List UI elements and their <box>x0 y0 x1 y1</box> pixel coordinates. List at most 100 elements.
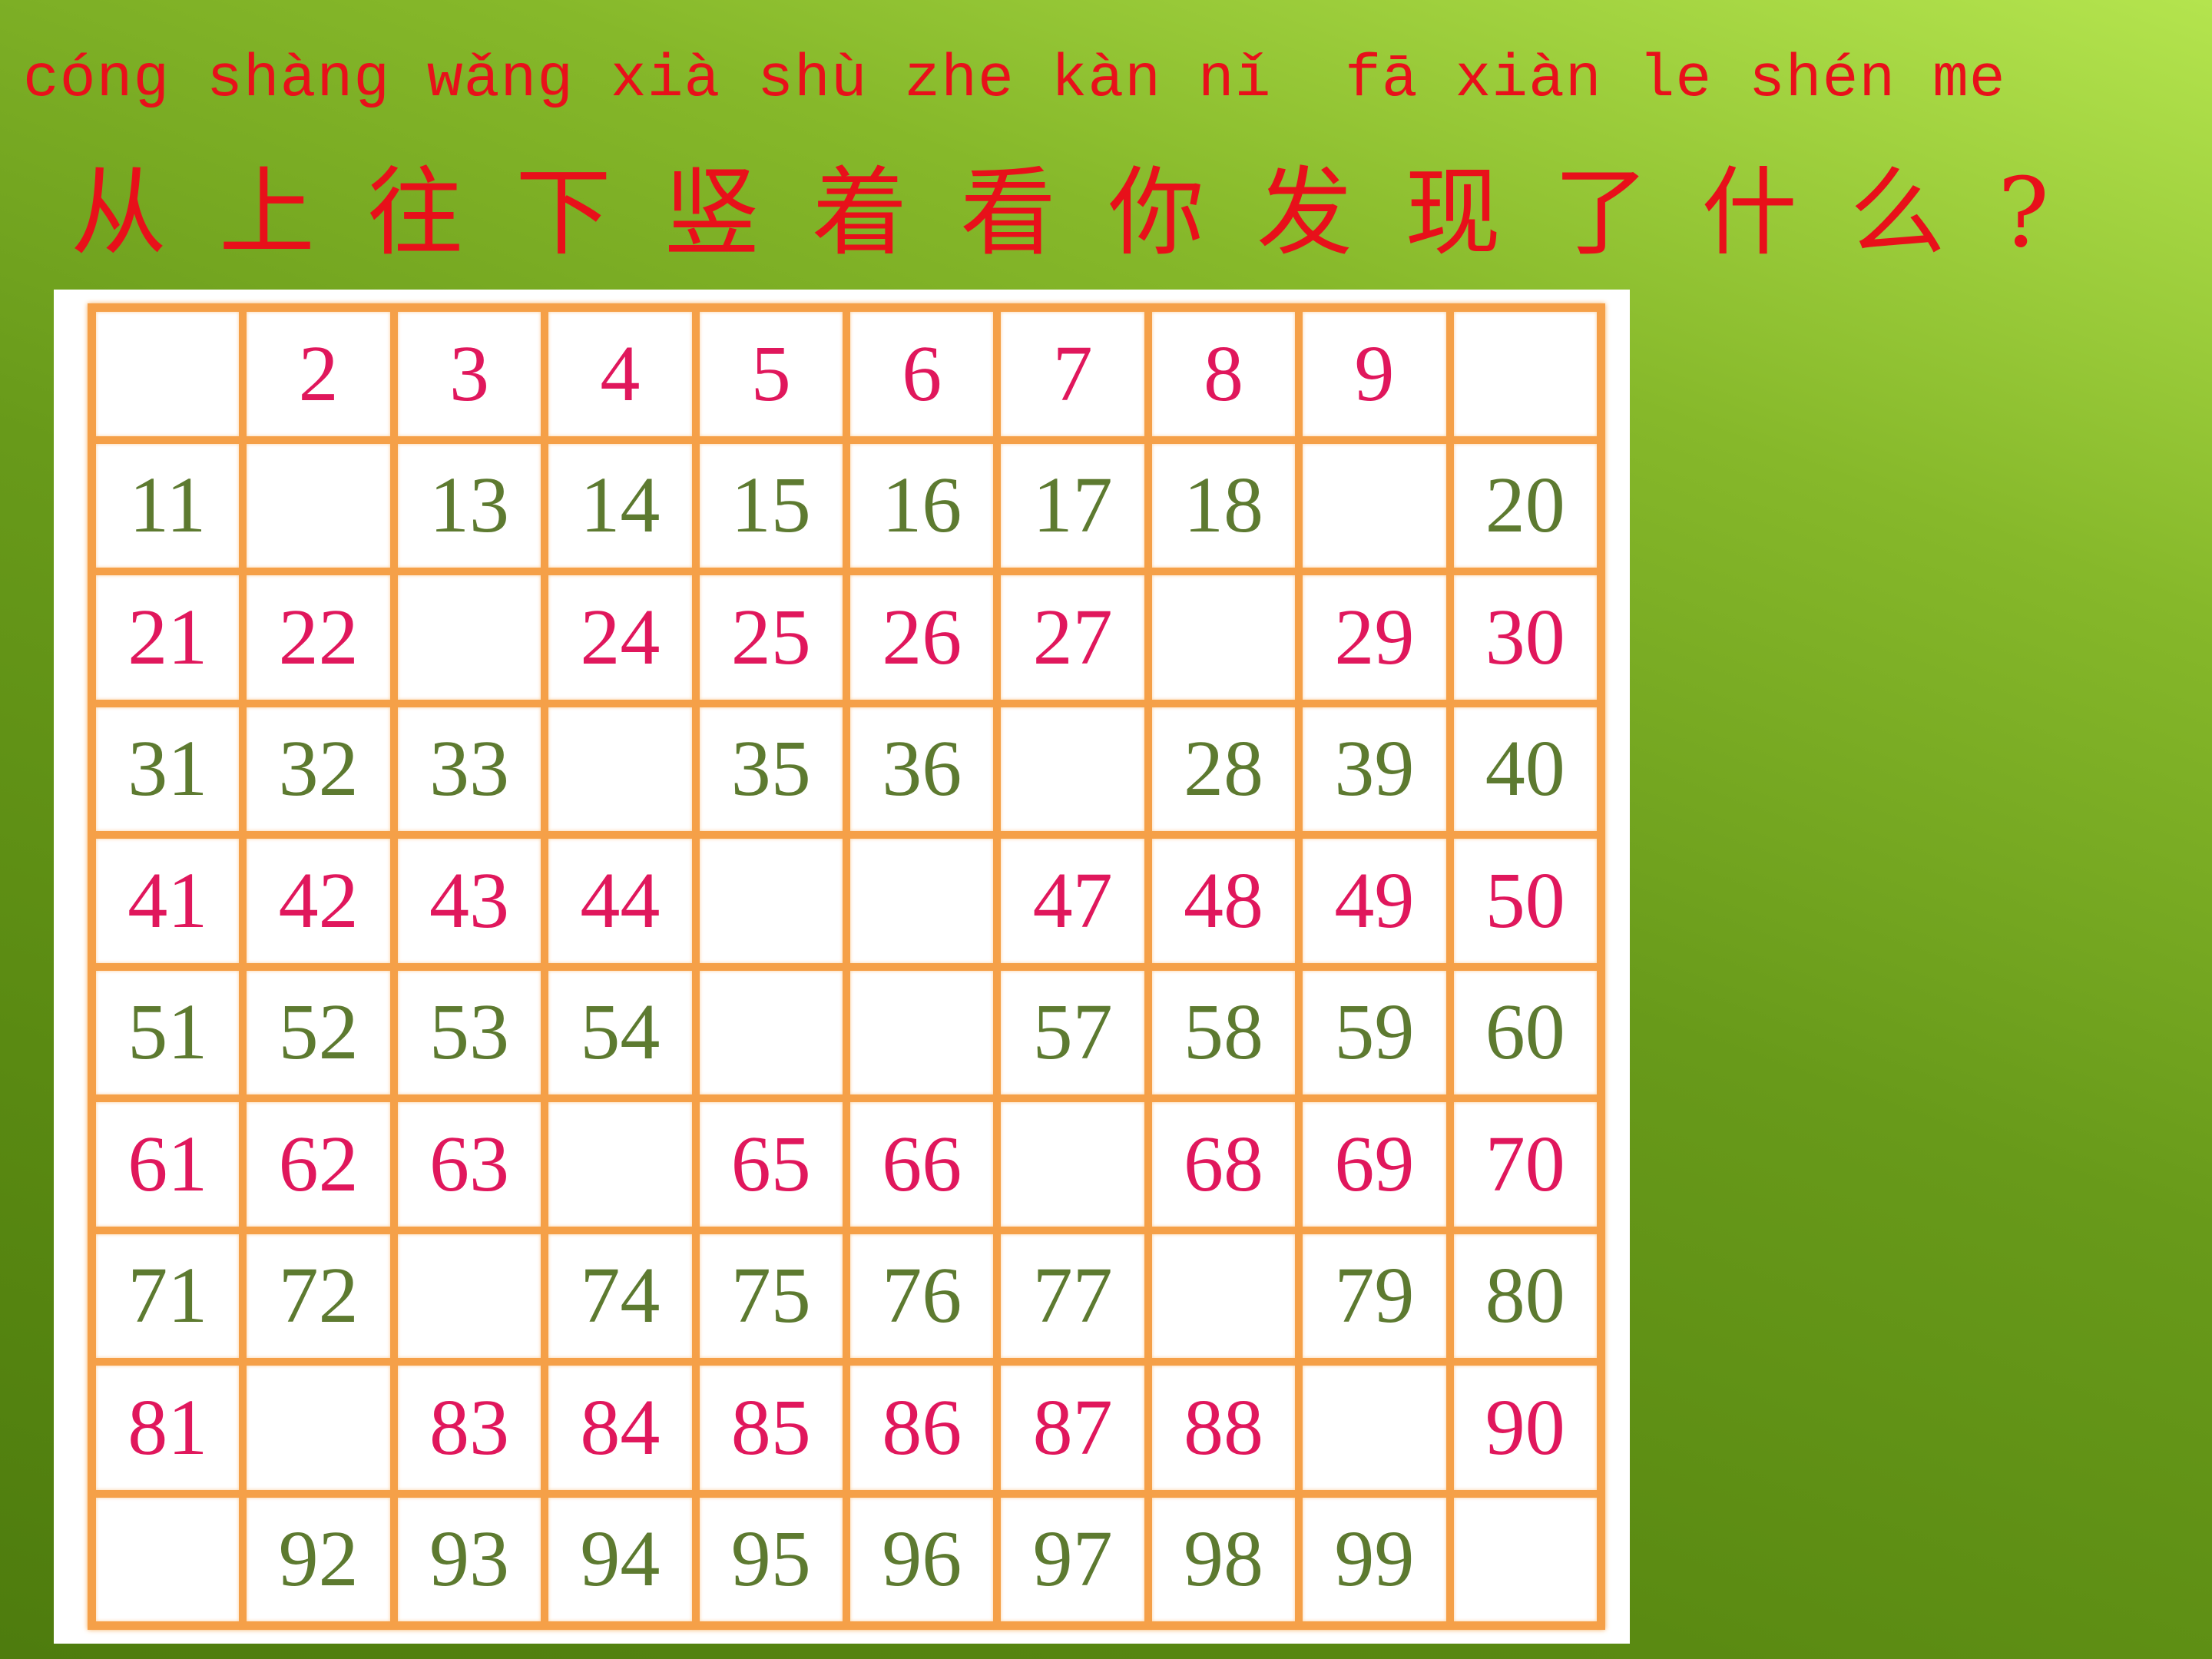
grid-cell: 41 <box>92 835 243 967</box>
grid-cell <box>1299 439 1450 571</box>
grid-cell: 94 <box>545 1493 696 1625</box>
grid-cell: 17 <box>997 439 1148 571</box>
grid-cell: 22 <box>243 571 394 704</box>
grid-cell: 86 <box>846 1362 998 1494</box>
grid-cell <box>92 308 243 440</box>
grid-cell: 18 <box>1147 439 1300 571</box>
grid-cell: 83 <box>393 1362 545 1494</box>
grid-cell: 49 <box>1299 835 1450 967</box>
grid-cell: 93 <box>393 1493 545 1625</box>
grid-cell: 88 <box>1147 1362 1300 1494</box>
grid-cell: 14 <box>545 439 696 571</box>
grid-cell: 76 <box>846 1230 998 1362</box>
grid-cell: 90 <box>1449 1362 1601 1494</box>
grid-cell <box>393 571 545 704</box>
grid-cell: 21 <box>92 571 243 704</box>
grid-cell: 16 <box>846 439 998 571</box>
grid-cell: 63 <box>393 1098 545 1230</box>
grid-cell: 75 <box>695 1230 846 1362</box>
grid-cell <box>545 1098 696 1230</box>
pinyin-line: cóng shàng wǎng xià shù zhe kàn nǐ fā xi… <box>23 46 2006 114</box>
grid-cell <box>243 439 394 571</box>
grid-cell: 70 <box>1449 1098 1601 1230</box>
grid-cell <box>393 1230 545 1362</box>
grid-cell: 3 <box>393 308 545 440</box>
grid-cell: 20 <box>1449 439 1601 571</box>
grid-cell: 96 <box>846 1493 998 1625</box>
grid-cell: 25 <box>695 571 846 704</box>
grid-cell: 71 <box>92 1230 243 1362</box>
grid-cell: 42 <box>243 835 394 967</box>
grid-cell: 74 <box>545 1230 696 1362</box>
grid-cell: 27 <box>997 571 1148 704</box>
grid-cell: 7 <box>997 308 1148 440</box>
grid-cell: 33 <box>393 703 545 835</box>
grid-cell: 2 <box>243 308 394 440</box>
grid-cell: 4 <box>545 308 696 440</box>
grid-cell <box>92 1493 243 1625</box>
grid-cell: 36 <box>846 703 998 835</box>
grid-cell: 58 <box>1147 966 1300 1098</box>
number-grid: 2 3 4 5 6 7 8 9 11 13 14 15 16 17 18 20 21 22 24 25 26 27 29 30… <box>88 303 1605 1630</box>
grid-cell: 85 <box>695 1362 846 1494</box>
grid-cell: 8 <box>1147 308 1300 440</box>
grid-cell: 40 <box>1449 703 1601 835</box>
grid-cell: 60 <box>1449 966 1601 1098</box>
grid-cell: 52 <box>243 966 394 1098</box>
grid-cell <box>243 1362 394 1494</box>
grid-cell: 81 <box>92 1362 243 1494</box>
grid-cell: 84 <box>545 1362 696 1494</box>
grid-cell: 54 <box>545 966 696 1098</box>
grid-cell <box>997 1098 1148 1230</box>
grid-cell: 32 <box>243 703 394 835</box>
grid-cell: 59 <box>1299 966 1450 1098</box>
grid-cell <box>695 835 846 967</box>
grid-cell: 50 <box>1449 835 1601 967</box>
grid-cell: 87 <box>997 1362 1148 1494</box>
grid-cell: 69 <box>1299 1098 1450 1230</box>
slide-title: 从上往下竖着看你发现了什么? <box>71 157 2102 269</box>
grid-cell: 98 <box>1147 1493 1300 1625</box>
grid-cell: 80 <box>1449 1230 1601 1362</box>
grid-cell: 99 <box>1299 1493 1450 1625</box>
grid-cell: 72 <box>243 1230 394 1362</box>
grid-cell: 5 <box>695 308 846 440</box>
grid-cell: 51 <box>92 966 243 1098</box>
grid-cell: 35 <box>695 703 846 835</box>
grid-cell: 53 <box>393 966 545 1098</box>
grid-cell: 31 <box>92 703 243 835</box>
grid-cell <box>1449 308 1601 440</box>
grid-cell: 15 <box>695 439 846 571</box>
grid-cell <box>1147 571 1300 704</box>
grid-cell: 61 <box>92 1098 243 1230</box>
grid-cell: 77 <box>997 1230 1148 1362</box>
grid-cell <box>846 966 998 1098</box>
grid-cell: 79 <box>1299 1230 1450 1362</box>
grid-cell: 65 <box>695 1098 846 1230</box>
grid-cell: 97 <box>997 1493 1148 1625</box>
grid-cell <box>997 703 1148 835</box>
grid-cell: 13 <box>393 439 545 571</box>
grid-cell: 62 <box>243 1098 394 1230</box>
grid-cell <box>1449 1493 1601 1625</box>
grid-cell <box>1147 1230 1300 1362</box>
grid-cell <box>846 835 998 967</box>
grid-cell <box>695 966 846 1098</box>
grid-cell: 9 <box>1299 308 1450 440</box>
grid-cell: 28 <box>1147 703 1300 835</box>
grid-cell: 92 <box>243 1493 394 1625</box>
grid-cell <box>1299 1362 1450 1494</box>
number-panel: 2 3 4 5 6 7 8 9 11 13 14 15 16 17 18 20 21 22 24 25 26 27 29 30… <box>54 290 1630 1644</box>
grid-cell: 95 <box>695 1493 846 1625</box>
grid-cell: 11 <box>92 439 243 571</box>
grid-cell: 68 <box>1147 1098 1300 1230</box>
grid-cell: 39 <box>1299 703 1450 835</box>
grid-cell: 66 <box>846 1098 998 1230</box>
grid-cell: 48 <box>1147 835 1300 967</box>
grid-cell: 43 <box>393 835 545 967</box>
grid-cell: 26 <box>846 571 998 704</box>
grid-cell: 24 <box>545 571 696 704</box>
grid-cell: 47 <box>997 835 1148 967</box>
grid-cell: 44 <box>545 835 696 967</box>
